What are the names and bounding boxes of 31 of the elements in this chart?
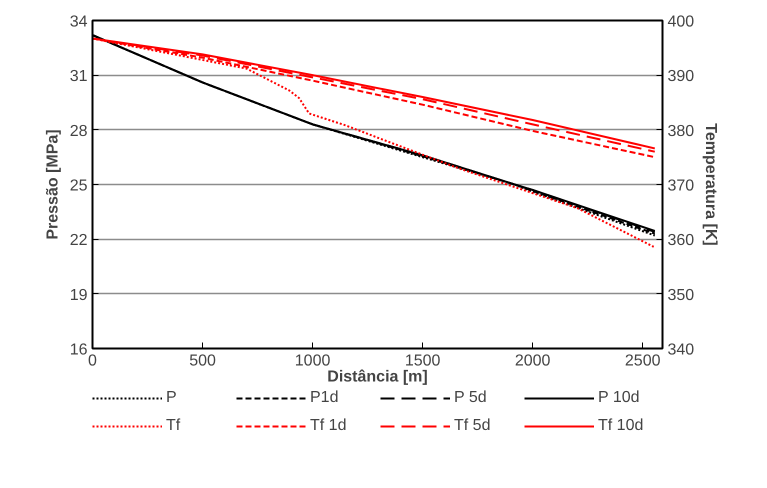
y2-tick-label: 390 xyxy=(668,68,694,86)
legend-label: P 5d xyxy=(454,389,488,407)
x-tick-label: 0 xyxy=(88,352,98,370)
y-tick-label: 28 xyxy=(70,122,88,140)
legend-label: P xyxy=(166,389,178,407)
x-axis-title: Distância [m] xyxy=(327,368,428,386)
x-tick-label: 2500 xyxy=(624,352,661,370)
x-tick-label: 1500 xyxy=(404,352,441,370)
y2-tick-label: 350 xyxy=(668,286,694,304)
y-tick-label: 34 xyxy=(70,14,88,30)
y2-tick-label: 380 xyxy=(668,122,694,140)
y2-tick-label: 370 xyxy=(668,178,694,194)
x-tick-label: 500 xyxy=(189,352,216,370)
y-tick-label: 31 xyxy=(70,68,88,86)
y2-axis-title: Temperatura [K] xyxy=(702,123,720,246)
legend-label: P1d xyxy=(310,389,340,407)
y-tick-label: 25 xyxy=(70,178,88,194)
y-tick-label: 19 xyxy=(70,286,88,304)
y2-tick-label: 340 xyxy=(668,342,694,358)
legend-label: P 10d xyxy=(598,389,641,407)
legend-label: Tf 10d xyxy=(598,417,644,435)
y2-tick-label: 400 xyxy=(668,14,694,30)
x-tick-label: 1000 xyxy=(294,352,330,370)
y-tick-label: 16 xyxy=(70,342,88,358)
y2-tick-label: 360 xyxy=(668,232,694,250)
legend-label: Tf xyxy=(166,417,182,435)
legend-label: Tf 1d xyxy=(310,417,348,435)
x-tick-label: 2000 xyxy=(514,352,551,370)
legend-label: Tf 5d xyxy=(454,417,492,435)
y-axis-title: Pressão [MPa] xyxy=(44,129,62,240)
y-tick-label: 22 xyxy=(70,232,88,250)
